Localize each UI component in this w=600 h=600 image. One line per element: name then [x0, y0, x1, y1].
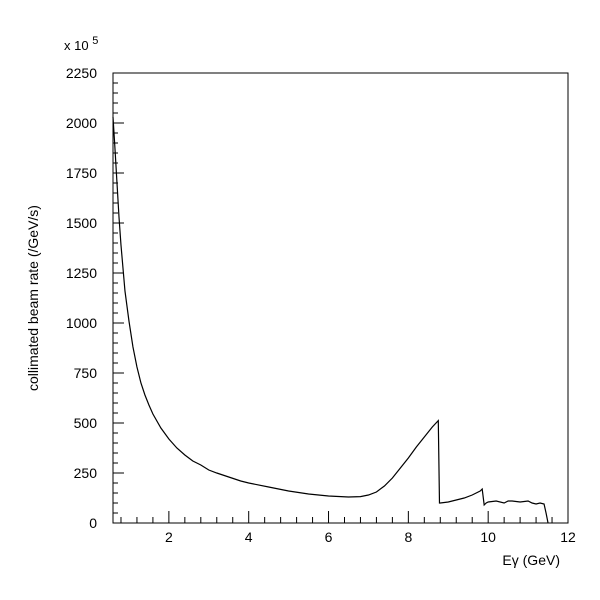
tick-labels: 2 4 6 8 10 12 0 250 500 750 1000 1250 1500 1750 2000 22…: [66, 65, 576, 545]
y-tick-label: 0: [89, 515, 97, 531]
x-tick-label: 4: [245, 529, 253, 545]
y-tick-label: 250: [74, 465, 98, 481]
y-tick-label: 1000: [66, 315, 97, 331]
series-line: [112, 116, 549, 524]
x-tick-label: 2: [165, 529, 173, 545]
x-tick-label: 10: [480, 529, 496, 545]
y-tick-label: 2250: [66, 65, 97, 81]
y-multiplier-exponent: 5: [92, 35, 98, 47]
y-tick-label: 2000: [66, 115, 97, 131]
y-tick-label: 500: [74, 415, 98, 431]
x-tick-label: 12: [560, 529, 576, 545]
y-axis-label: collimated beam rate (/GeV/s): [25, 205, 41, 391]
y-multiplier: x 10 5: [64, 35, 98, 53]
minor-ticks: [113, 82, 553, 523]
plot-frame: [112, 72, 569, 524]
y-tick-label: 1500: [66, 215, 97, 231]
y-tick-label: 1750: [66, 165, 97, 181]
x-tick-label: 6: [325, 529, 333, 545]
y-tick-label: 1250: [66, 265, 97, 281]
y-tick-label: 750: [74, 365, 98, 381]
y-multiplier-base: x 10: [64, 38, 89, 53]
x-axis-label: Eγ (GeV): [502, 552, 560, 568]
major-ticks: [113, 122, 489, 523]
x-tick-label: 8: [404, 529, 412, 545]
